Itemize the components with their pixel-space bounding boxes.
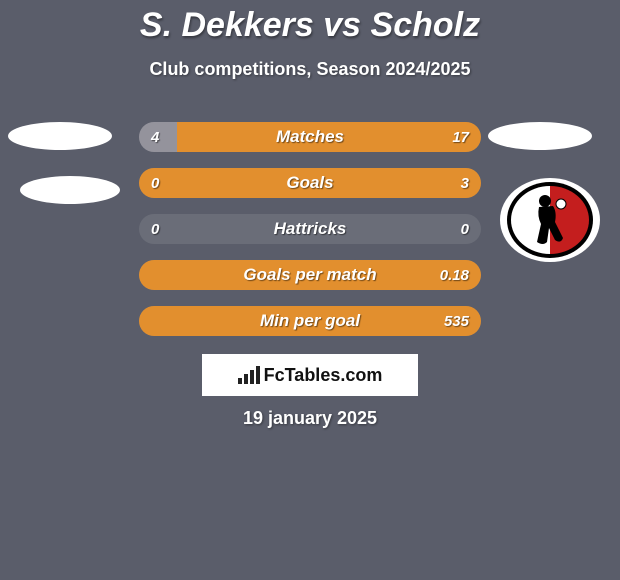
subtitle: Club competitions, Season 2024/2025 — [0, 59, 620, 80]
stat-row: Min per goal535 — [139, 306, 481, 336]
bar-right — [139, 306, 481, 336]
bar-right — [139, 260, 481, 290]
stat-row: Matches417 — [139, 122, 481, 152]
brand-box: FcTables.com — [202, 354, 418, 396]
stat-row: Goals03 — [139, 168, 481, 198]
page-title: S. Dekkers vs Scholz — [0, 0, 620, 45]
brand-text: FcTables.com — [264, 365, 383, 386]
date-line: 19 january 2025 — [0, 408, 620, 429]
bar-right — [139, 168, 481, 198]
stat-value-left: 0 — [151, 214, 159, 244]
player-right-photo-placeholder — [488, 122, 592, 150]
stat-label: Hattricks — [139, 214, 481, 244]
player-left-photo-placeholder-2 — [20, 176, 120, 204]
player-left-photo-placeholder-1 — [8, 122, 112, 150]
badge-figure-icon — [533, 194, 567, 246]
stat-value-right: 0 — [461, 214, 469, 244]
club-badge — [500, 178, 600, 262]
bar-left — [139, 122, 177, 152]
stat-rows: Matches417 Goals03 Hattricks0 0 Goals per ma… — [139, 122, 481, 352]
stat-row: Goals per match0.18 — [139, 260, 481, 290]
stat-row: Hattricks0 0 — [139, 214, 481, 244]
bar-right — [177, 122, 481, 152]
brand-bars-icon — [238, 366, 260, 384]
